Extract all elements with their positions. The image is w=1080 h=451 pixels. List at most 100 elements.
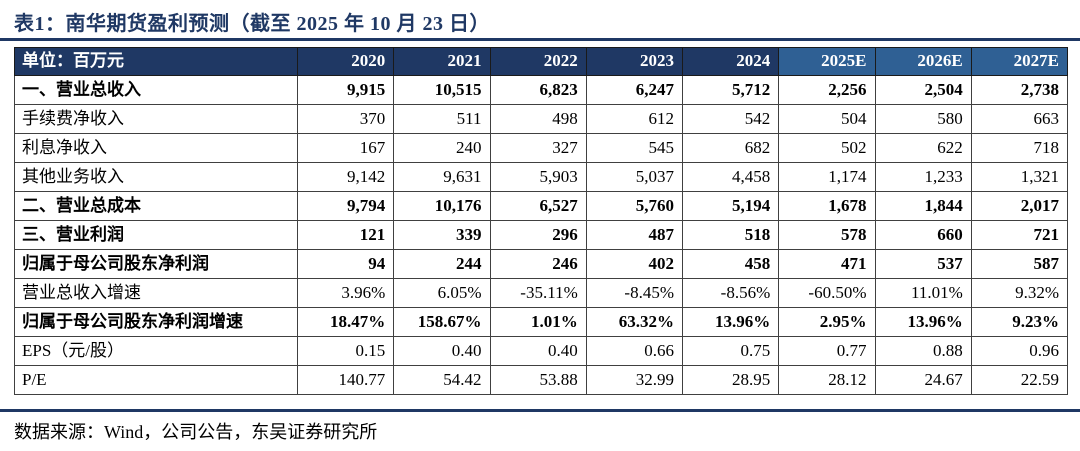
cell-value: 18.47% [296, 307, 395, 337]
cell-value: 53.88 [489, 365, 587, 395]
cell-value: 545 [585, 133, 684, 163]
table-header-row: 单位：百万元 2020 2021 2022 2023 2024 2025E 2026E 202… [14, 47, 1069, 76]
table-row: 手续费净收入 370 511 498 612 542 504 580 663 [14, 104, 1069, 134]
cell-value: 94 [296, 249, 395, 279]
cell-value: 246 [489, 249, 587, 279]
cell-value: -35.11% [489, 278, 587, 308]
cell-value: -8.56% [681, 278, 780, 308]
cell-value: 63.32% [585, 307, 684, 337]
cell-value: 54.42 [393, 365, 491, 395]
cell-value: 24.67 [874, 365, 972, 395]
column-header-2027e: 2027E [970, 47, 1069, 76]
table-row: 归属于母公司股东净利润 94 244 246 402 458 471 537 587 [14, 249, 1069, 279]
cell-value: 244 [393, 249, 491, 279]
column-header-2025e: 2025E [778, 47, 876, 76]
row-label: 营业总收入增速 [14, 278, 298, 308]
table-title: 表1：南华期货盈利预测（截至 2025 年 10 月 23 日） [14, 13, 490, 35]
cell-value: 487 [585, 220, 684, 250]
cell-value: 2,256 [778, 75, 876, 105]
table-row: 三、营业利润 121 339 296 487 518 578 660 721 [14, 220, 1069, 250]
table-row: P/E 140.77 54.42 53.88 32.99 28.95 28.12 24.67 2… [14, 365, 1069, 395]
cell-value: 1.01% [489, 307, 587, 337]
table-bottom-rule [0, 409, 1080, 412]
cell-value: 339 [393, 220, 491, 250]
cell-value: 402 [585, 249, 684, 279]
row-label: EPS（元/股） [14, 336, 298, 366]
title-divider-rule [0, 38, 1080, 41]
cell-value: 2,017 [970, 191, 1069, 221]
cell-value: 5,712 [681, 75, 780, 105]
row-label: P/E [14, 365, 298, 395]
cell-value: 2,504 [874, 75, 972, 105]
cell-value: 158.67% [393, 307, 491, 337]
cell-value: 6,823 [489, 75, 587, 105]
cell-value: 327 [489, 133, 587, 163]
table-row: 二、营业总成本 9,794 10,176 6,527 5,760 5,194 1,678 1,… [14, 191, 1069, 221]
row-label: 归属于母公司股东净利润增速 [14, 307, 298, 337]
cell-value: 458 [681, 249, 780, 279]
cell-value: 5,194 [681, 191, 780, 221]
cell-value: 1,174 [778, 162, 876, 192]
column-header-2026e: 2026E [874, 47, 972, 76]
profit-forecast-table: 单位：百万元 2020 2021 2022 2023 2024 2025E 2026E 202… [14, 47, 1069, 395]
cell-value: 1,321 [970, 162, 1069, 192]
cell-value: 1,233 [874, 162, 972, 192]
cell-value: 9,794 [296, 191, 395, 221]
cell-value: 1,844 [874, 191, 972, 221]
cell-value: 0.15 [296, 336, 395, 366]
cell-value: 578 [778, 220, 876, 250]
row-label: 归属于母公司股东净利润 [14, 249, 298, 279]
cell-value: 9.32% [970, 278, 1069, 308]
row-label: 利息净收入 [14, 133, 298, 163]
cell-value: -60.50% [778, 278, 876, 308]
cell-value: 10,176 [393, 191, 491, 221]
cell-value: 718 [970, 133, 1069, 163]
cell-value: 9.23% [970, 307, 1069, 337]
row-label: 手续费净收入 [14, 104, 298, 134]
cell-value: -8.45% [585, 278, 684, 308]
cell-value: 9,631 [393, 162, 491, 192]
cell-value: 240 [393, 133, 491, 163]
cell-value: 5,760 [585, 191, 684, 221]
cell-value: 0.66 [585, 336, 684, 366]
column-header-2021: 2021 [393, 47, 491, 76]
cell-value: 542 [681, 104, 780, 134]
table-row: 其他业务收入 9,142 9,631 5,903 5,037 4,458 1,174 1,23… [14, 162, 1069, 192]
cell-value: 0.96 [970, 336, 1069, 366]
cell-value: 0.40 [393, 336, 491, 366]
unit-header-cell: 单位：百万元 [14, 47, 298, 76]
cell-value: 11.01% [874, 278, 972, 308]
cell-value: 3.96% [296, 278, 395, 308]
table-row: EPS（元/股） 0.15 0.40 0.40 0.66 0.75 0.77 0.88 0.96 [14, 336, 1069, 366]
cell-value: 370 [296, 104, 395, 134]
row-label: 其他业务收入 [14, 162, 298, 192]
cell-value: 2,738 [970, 75, 1069, 105]
cell-value: 22.59 [970, 365, 1069, 395]
row-label: 一、营业总收入 [14, 75, 298, 105]
cell-value: 537 [874, 249, 972, 279]
cell-value: 28.12 [778, 365, 876, 395]
cell-value: 0.77 [778, 336, 876, 366]
cell-value: 0.40 [489, 336, 587, 366]
table-row: 一、营业总收入 9,915 10,515 6,823 6,247 5,712 2,256 2,… [14, 75, 1069, 105]
cell-value: 518 [681, 220, 780, 250]
cell-value: 2.95% [778, 307, 876, 337]
row-label: 三、营业利润 [14, 220, 298, 250]
cell-value: 1,678 [778, 191, 876, 221]
row-label: 二、营业总成本 [14, 191, 298, 221]
cell-value: 6.05% [393, 278, 491, 308]
cell-value: 502 [778, 133, 876, 163]
cell-value: 121 [296, 220, 395, 250]
cell-value: 0.75 [681, 336, 780, 366]
cell-value: 660 [874, 220, 972, 250]
cell-value: 28.95 [681, 365, 780, 395]
cell-value: 140.77 [296, 365, 395, 395]
cell-value: 622 [874, 133, 972, 163]
cell-value: 10,515 [393, 75, 491, 105]
cell-value: 0.88 [874, 336, 972, 366]
cell-value: 13.96% [874, 307, 972, 337]
cell-value: 587 [970, 249, 1069, 279]
cell-value: 9,142 [296, 162, 395, 192]
table-row: 归属于母公司股东净利润增速 18.47% 158.67% 1.01% 63.32% 13.… [14, 307, 1069, 337]
cell-value: 5,037 [585, 162, 684, 192]
